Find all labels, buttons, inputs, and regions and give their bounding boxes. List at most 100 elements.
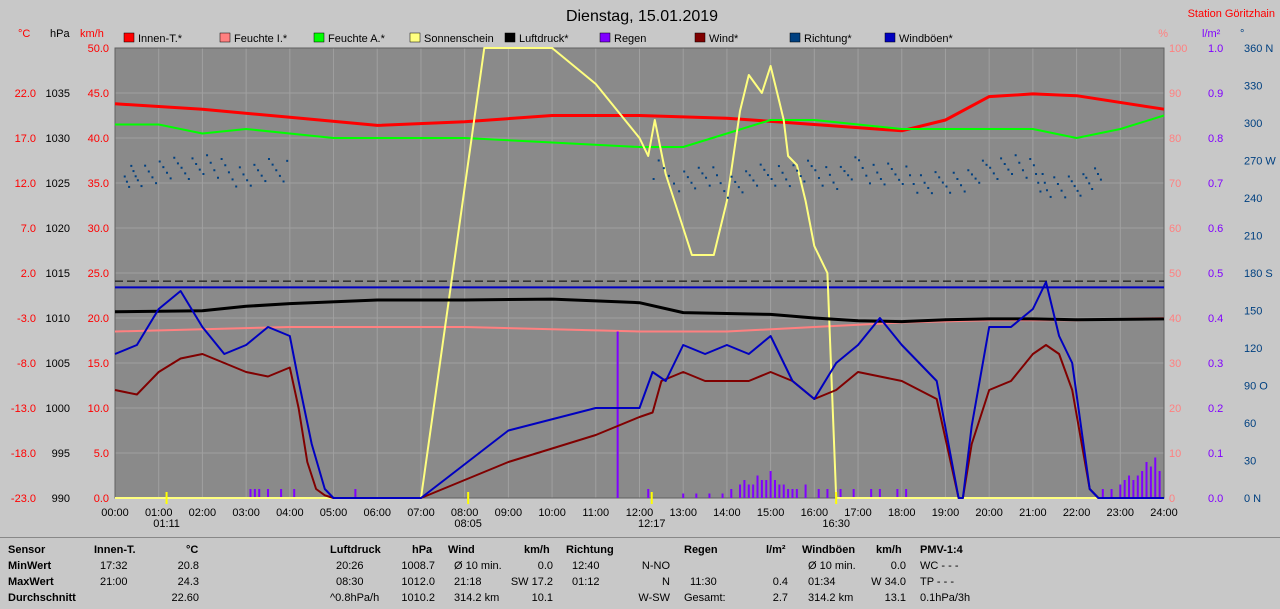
windboen-min-label: Ø 10 min. xyxy=(808,560,856,572)
direction-point xyxy=(741,191,744,194)
direction-point xyxy=(1018,161,1021,164)
axis-unit-celsius: °C xyxy=(18,28,30,40)
direction-point xyxy=(271,163,274,166)
series-line xyxy=(115,47,1164,499)
rain-spike xyxy=(616,331,619,498)
direction-point xyxy=(1003,163,1006,165)
direction-point xyxy=(260,174,263,177)
y-tick-label: -23.0 xyxy=(11,493,36,505)
x-tick-label: 04:00 xyxy=(276,507,304,519)
direction-point xyxy=(715,174,718,177)
wind-max-time: 21:18 xyxy=(454,576,482,588)
luftdruck-avg-value: 1010.2 xyxy=(401,592,435,604)
y-tick-label: 1000 xyxy=(46,403,70,415)
regen-max-value: 0.4 xyxy=(772,576,788,588)
y-tick-label: 1025 xyxy=(46,178,70,190)
legend: Innen-T.* Feuchte I.* Feuchte A.* Sonnensch… xyxy=(123,32,954,45)
rain-bar xyxy=(647,489,650,498)
y-tick-label: 210 xyxy=(1244,231,1262,243)
direction-point xyxy=(683,170,686,173)
y-tick-label: 30.0 xyxy=(88,223,109,235)
y-tick-label: 0.6 xyxy=(1208,223,1223,235)
direction-point xyxy=(224,164,227,167)
direction-point xyxy=(1045,189,1048,192)
direction-point xyxy=(737,186,740,189)
rain-bar xyxy=(795,489,798,498)
luftdruck-trend: ^0.8hPa/h xyxy=(330,592,380,604)
y-tick-label: 40 xyxy=(1169,313,1181,325)
richtung-min-time: 12:40 xyxy=(572,560,600,572)
direction-point xyxy=(202,173,205,175)
direction-point xyxy=(657,159,660,162)
wind-max-value: SW 17.2 xyxy=(510,576,553,588)
rain-bar xyxy=(1154,457,1157,498)
direction-point xyxy=(169,177,172,180)
rain-bar xyxy=(878,489,881,498)
direction-point xyxy=(1025,176,1028,179)
x-tick-label: 23:00 xyxy=(1107,507,1135,519)
direction-point xyxy=(282,180,285,183)
y-tick-label: 2.0 xyxy=(21,268,36,280)
direction-point xyxy=(850,178,853,181)
direction-point xyxy=(246,179,249,182)
axis-unit-degree: ° xyxy=(1240,28,1244,40)
direction-point xyxy=(945,185,948,188)
direction-point xyxy=(1076,189,1079,192)
y-tick-label: 240 xyxy=(1244,193,1262,205)
direction-point xyxy=(249,184,252,187)
direction-point xyxy=(847,174,850,177)
rain-bar xyxy=(1128,475,1131,498)
direction-point xyxy=(1064,196,1067,199)
direction-point xyxy=(712,166,715,169)
direction-point xyxy=(227,171,230,174)
direction-point xyxy=(894,173,897,176)
y-tick-label: 15.0 xyxy=(88,358,109,370)
windboen-avg-value: 13.1 xyxy=(884,592,906,604)
wind-min-value: 0.0 xyxy=(537,560,553,572)
direction-point xyxy=(956,178,959,180)
y-tick-label: 100 xyxy=(1169,43,1187,55)
direction-point xyxy=(788,185,791,188)
y-tick-label: 0.3 xyxy=(1208,358,1223,370)
x-tick-label: 02:00 xyxy=(189,507,217,519)
x-tick-label: 01:00 xyxy=(145,507,173,519)
windboen-distance: 314.2 km xyxy=(808,592,854,604)
direction-point xyxy=(719,182,722,185)
rain-bar xyxy=(249,489,252,498)
direction-point xyxy=(694,187,697,190)
y-tick-label: 300 xyxy=(1244,118,1262,130)
innen-min-time: 17:32 xyxy=(100,560,128,572)
regen-total-label: Gesamt: xyxy=(684,592,726,604)
legend-label: Feuchte A.* xyxy=(328,33,386,45)
rain-bar xyxy=(1145,462,1148,498)
rain-bar xyxy=(280,489,283,498)
x-tick-label: 19:00 xyxy=(932,507,960,519)
direction-point xyxy=(1082,173,1085,176)
rain-bar xyxy=(266,489,269,498)
x-tick-label: 10:00 xyxy=(538,507,566,519)
y-tick-label: 20 xyxy=(1169,403,1181,415)
x-tick-label: 05:00 xyxy=(320,507,348,519)
rain-bar xyxy=(870,489,873,498)
direction-point xyxy=(963,190,966,193)
direction-point xyxy=(759,163,762,166)
pmv-row-trend: 0.1hPa/3h xyxy=(920,592,971,604)
series-line xyxy=(114,281,1164,499)
rain-bar xyxy=(756,475,759,498)
direction-point xyxy=(781,171,784,174)
rain-bar xyxy=(852,489,855,498)
axis-unit-percent: % xyxy=(1158,28,1168,40)
y-tick-label: 1030 xyxy=(46,133,70,145)
y-tick-label: 5.0 xyxy=(94,448,109,460)
y-tick-label: 995 xyxy=(52,448,70,460)
direction-point xyxy=(730,175,733,178)
direction-point xyxy=(1007,168,1010,171)
windboen-title: Windböen xyxy=(802,544,856,556)
direction-point xyxy=(173,156,176,159)
y-tick-label: 35.0 xyxy=(88,178,109,190)
direction-point xyxy=(213,169,216,172)
direction-point xyxy=(796,169,799,172)
regen-unit: l/m² xyxy=(766,544,786,556)
direction-point xyxy=(817,176,820,179)
direction-point xyxy=(868,182,871,185)
